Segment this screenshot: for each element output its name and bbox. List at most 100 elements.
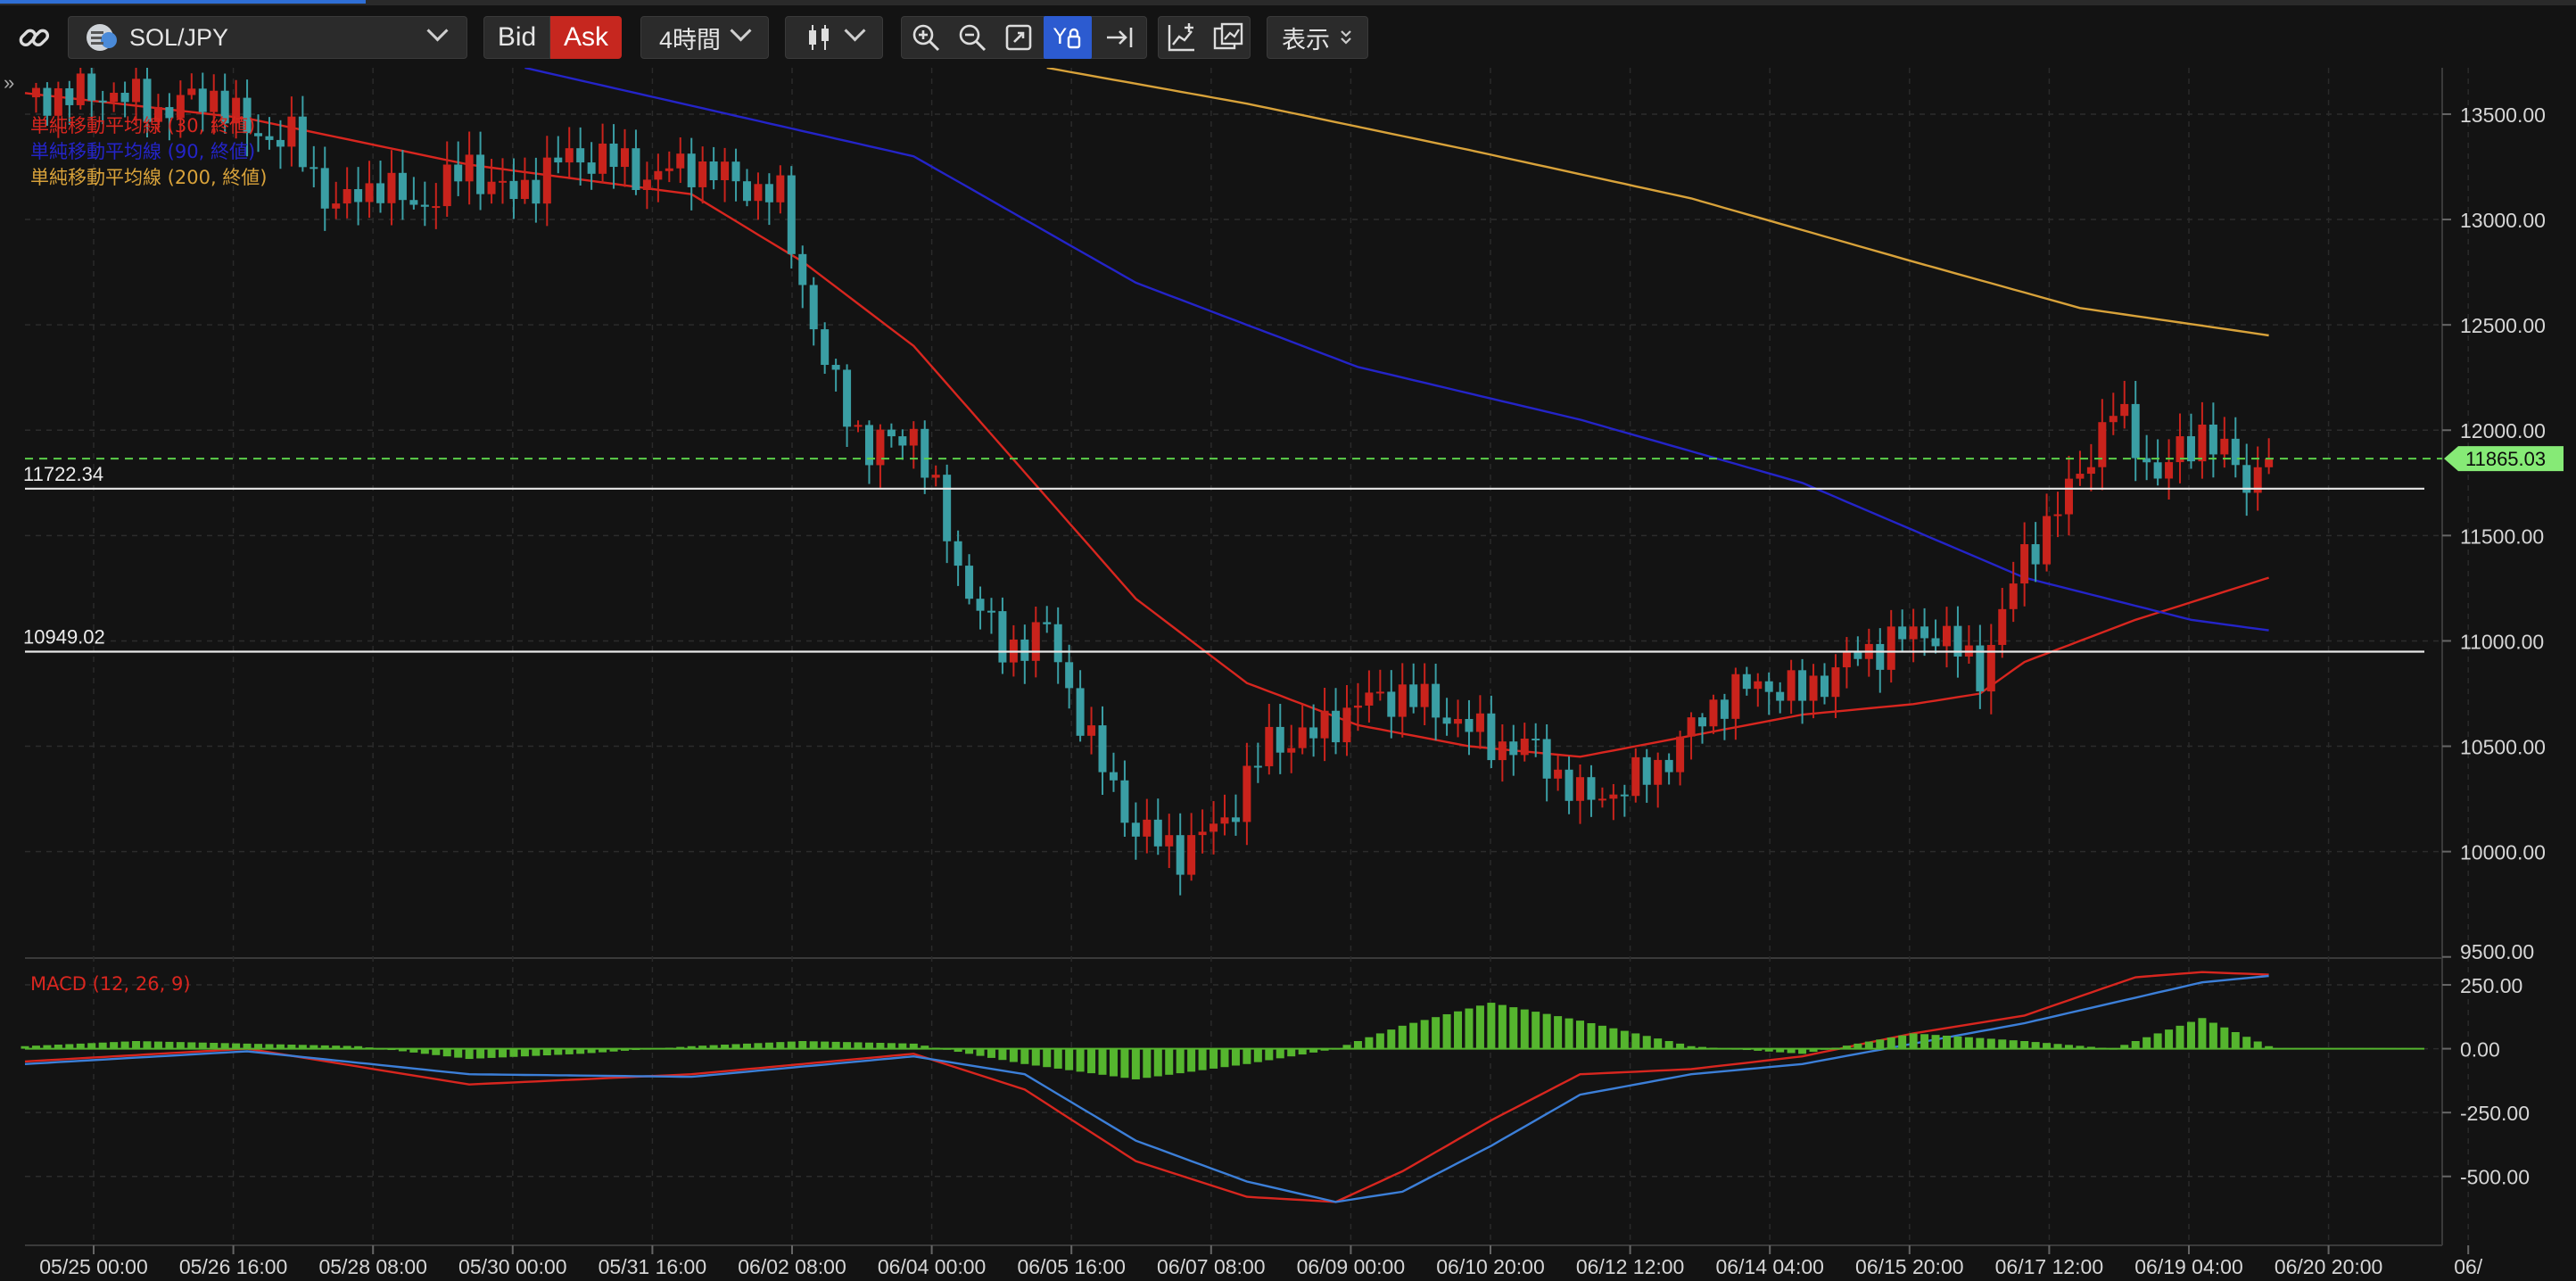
macd-histogram-bar — [43, 1045, 52, 1049]
loading-progress — [0, 0, 2576, 5]
candle-body — [921, 428, 929, 478]
link-icon[interactable] — [12, 16, 55, 59]
macd-histogram-bar — [1276, 1048, 1284, 1059]
macd-histogram-bar — [210, 1043, 219, 1049]
candle-body — [1176, 835, 1185, 875]
candle-body — [1798, 670, 1807, 701]
macd-histogram-bar — [1876, 1039, 1885, 1049]
candle-body — [1709, 699, 1718, 727]
macd-histogram-bar — [976, 1048, 985, 1056]
macd-histogram-bar — [442, 1048, 451, 1057]
macd-histogram-bar — [609, 1048, 618, 1052]
candle-body — [1031, 622, 1040, 661]
macd-histogram-bar — [1698, 1046, 1707, 1049]
candle-body — [1098, 725, 1107, 773]
macd-histogram-bar — [1909, 1033, 1918, 1049]
candle-body — [1409, 684, 1418, 707]
candle-body — [2253, 467, 2262, 493]
macd-histogram-bar — [1165, 1048, 1174, 1075]
chevron-down-icon — [730, 20, 752, 42]
candle-body — [1109, 772, 1118, 781]
candle-body — [1143, 819, 1152, 837]
zoom-in-icon[interactable] — [903, 16, 949, 59]
macd-histogram-bar — [1898, 1035, 1907, 1049]
macd-histogram-bar — [1298, 1048, 1307, 1055]
zoom-out-icon[interactable] — [949, 16, 995, 59]
macd-histogram-bar — [153, 1041, 162, 1049]
symbol-selector[interactable]: SOL/JPY — [68, 16, 467, 59]
candle-body — [2043, 516, 2052, 565]
horizontal-line-label: 11722.34 — [23, 463, 103, 485]
legend-item: 単純移動平均線 (30, 終値) — [30, 115, 255, 136]
macd-histogram-bar — [2098, 1047, 2107, 1049]
macd-histogram-bar — [1598, 1025, 1606, 1049]
candle-body — [1642, 756, 1651, 785]
candle-body — [254, 133, 263, 136]
macd-histogram-bar — [132, 1041, 141, 1049]
candle-body — [54, 87, 62, 116]
candle-body — [1898, 626, 1907, 640]
macd-histogram-bar — [98, 1042, 107, 1049]
candle-body — [1387, 691, 1396, 717]
candle-body — [398, 172, 407, 201]
macd-histogram-bar — [1031, 1048, 1040, 1066]
macd-histogram-bar — [943, 1048, 952, 1050]
macd-histogram-bar — [1754, 1048, 1763, 1051]
macd-histogram-bar — [1076, 1048, 1085, 1072]
chart-toolbar: SOL/JPY Bid Ask 4時間 Y 表示 — [0, 7, 2576, 68]
candle-body — [2098, 422, 2107, 467]
bid-button[interactable]: Bid — [483, 16, 550, 59]
ask-button[interactable]: Ask — [550, 16, 622, 59]
macd-histogram-bar — [831, 1041, 840, 1049]
macd-legend-label: MACD (12, 26, 9) — [30, 973, 191, 995]
compare-chart-icon[interactable] — [1206, 16, 1251, 59]
candle-body — [1298, 727, 1307, 748]
macd-histogram-bar — [1153, 1048, 1162, 1077]
macd-histogram-bar — [243, 1043, 252, 1049]
macd-histogram-bar — [1731, 1048, 1740, 1050]
add-indicator-icon[interactable] — [1160, 16, 1204, 59]
macd-histogram-bar — [709, 1045, 718, 1049]
candle-body — [1742, 674, 1751, 690]
candle-body — [2186, 436, 2195, 462]
macd-histogram-bar — [665, 1047, 673, 1049]
macd-histogram-bar — [1409, 1022, 1418, 1049]
macd-histogram-bar — [1920, 1034, 1929, 1049]
macd-histogram-bar — [1964, 1037, 1973, 1049]
candle-body — [298, 116, 307, 168]
display-menu-button[interactable]: 表示 — [1267, 16, 1368, 59]
candle-body — [931, 475, 940, 478]
candle-body — [887, 429, 896, 437]
candle-body — [965, 566, 974, 599]
macd-histogram-bar — [1787, 1048, 1796, 1054]
horizontal-lines[interactable]: 11722.34 10949.02 11865.03 — [23, 446, 2564, 653]
candle-body — [343, 189, 351, 204]
candle-body — [1532, 738, 1540, 740]
candle-body — [1353, 705, 1362, 708]
macd-histogram-bar — [798, 1041, 807, 1049]
timeframe-label: 4時間 — [659, 26, 722, 54]
scroll-to-end-icon[interactable] — [1095, 16, 1144, 59]
candle-body — [676, 153, 685, 169]
candle-body — [1976, 645, 1985, 692]
price-tick-label: 12000.00 — [2460, 419, 2546, 442]
macd-histogram-bar — [1176, 1048, 1185, 1074]
candle-body — [1631, 756, 1640, 797]
macd-histogram-bar — [776, 1042, 785, 1049]
fit-screen-icon[interactable] — [995, 16, 1042, 59]
expand-panel-icon[interactable]: » — [4, 71, 15, 94]
candle-body — [1043, 622, 1052, 624]
candle-body — [1842, 650, 1851, 668]
candle-body — [1509, 741, 1518, 756]
macd-histogram-bar — [1465, 1008, 1474, 1049]
timeframe-selector[interactable]: 4時間 — [640, 16, 769, 59]
macd-histogram-bar — [909, 1043, 918, 1049]
macd-histogram-bar — [587, 1048, 596, 1054]
y-axis-lock-icon[interactable]: Y — [1044, 16, 1092, 59]
ask-label: Ask — [563, 22, 608, 52]
chart-area[interactable]: 11722.34 10949.02 11865.03 13500.00 13000.0… — [0, 68, 2576, 1281]
macd-histogram-bar — [1587, 1022, 1596, 1049]
candle-body — [487, 181, 496, 194]
macd-histogram-bar — [198, 1042, 207, 1049]
chart-type-selector[interactable] — [785, 16, 883, 59]
